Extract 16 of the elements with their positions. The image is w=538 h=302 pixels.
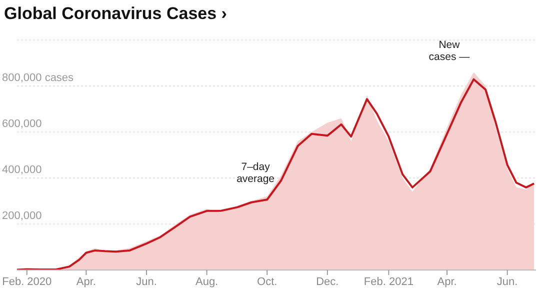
x-tick-label: Aug. (195, 276, 218, 288)
y-tick-label: 400,000 (2, 164, 42, 176)
x-tick-label: Oct. (257, 276, 278, 288)
x-tick-label: Feb. 2020 (2, 276, 52, 288)
y-tick-label: 800,000 cases (2, 72, 74, 84)
x-tick-label: Jun. (496, 276, 518, 288)
y-tick-label: 200,000 (2, 210, 42, 222)
y-tick-label: 600,000 (2, 118, 42, 130)
chart-title: Global Coronavirus Cases › (3, 3, 228, 25)
x-tick-label: Apr. (76, 276, 96, 288)
annotation: New cases — (428, 39, 470, 63)
x-tick-label: Apr. (437, 276, 457, 288)
annotation: 7–day average (236, 161, 275, 185)
x-tick-label: Jun. (136, 276, 157, 288)
x-tick-label: Dec. (316, 276, 339, 288)
x-tick-label: Feb. 2021 (364, 276, 414, 288)
